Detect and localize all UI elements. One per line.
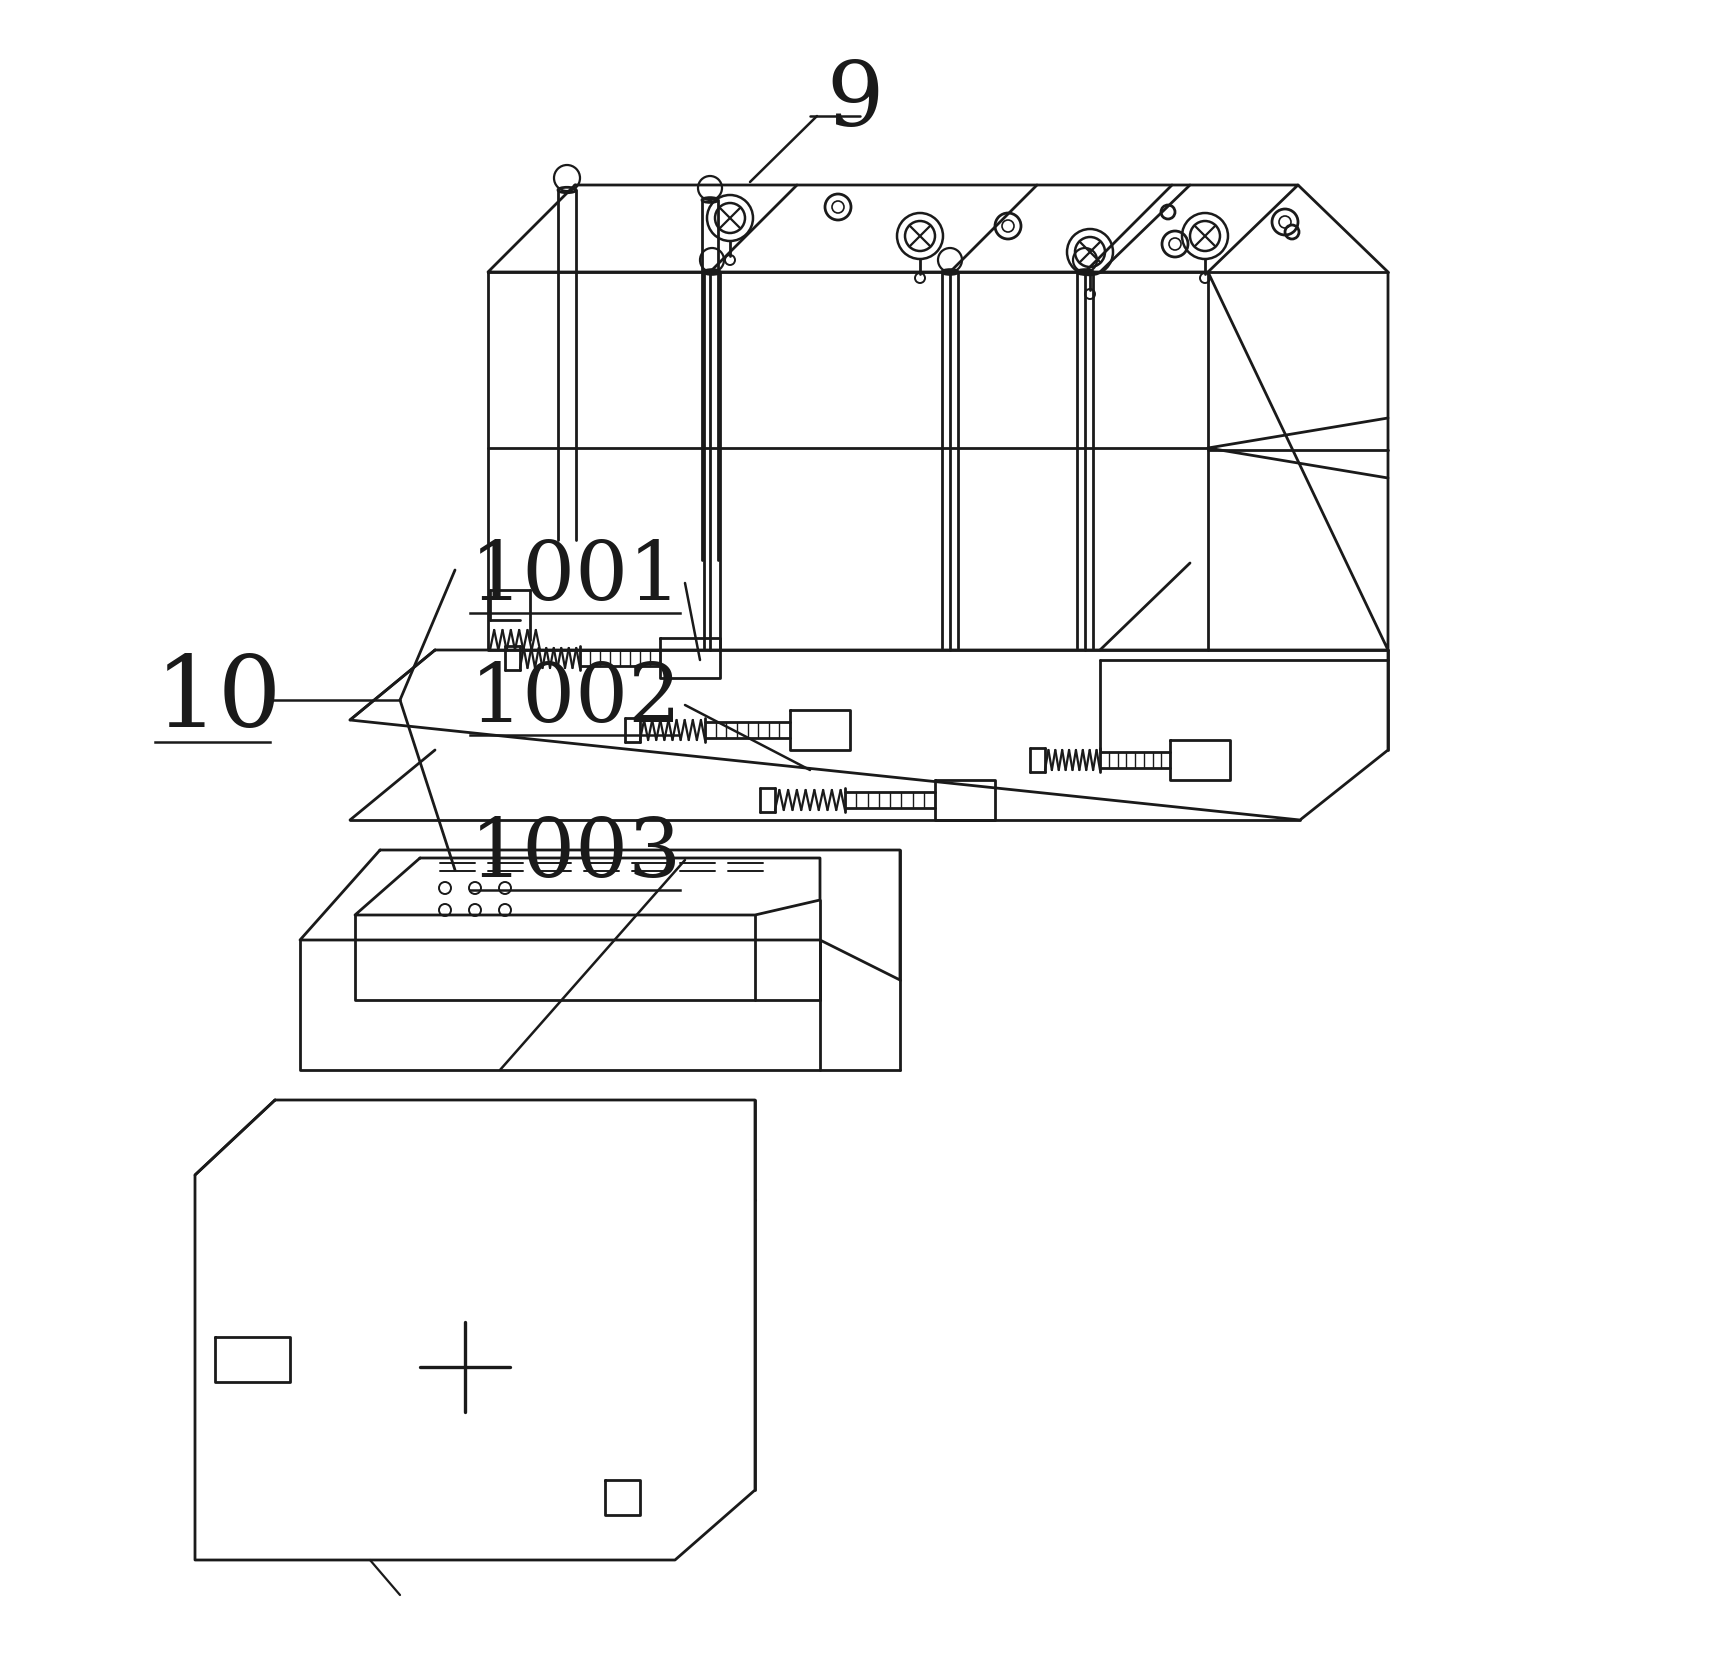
Text: 1003: 1003 bbox=[470, 815, 682, 895]
Text: 9: 9 bbox=[826, 58, 883, 146]
Text: 1001: 1001 bbox=[470, 538, 682, 618]
Text: 1002: 1002 bbox=[470, 661, 682, 740]
Text: 10: 10 bbox=[155, 652, 282, 749]
